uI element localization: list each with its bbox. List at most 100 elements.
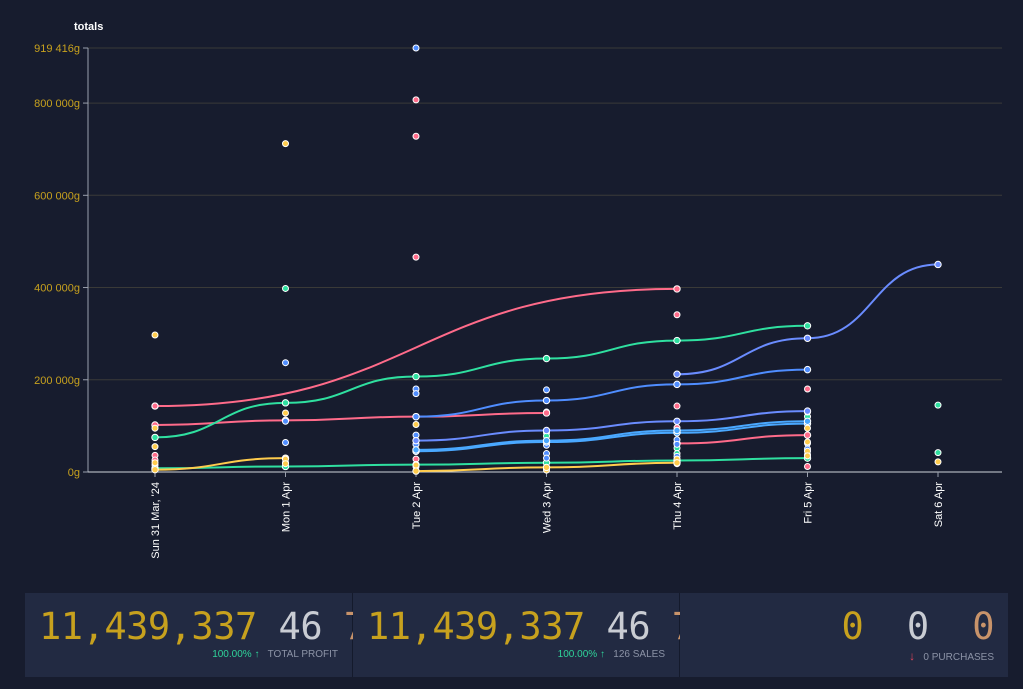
x-tick-label: Thu 4 Apr (672, 482, 684, 530)
data-point (673, 402, 681, 410)
series-point (542, 396, 551, 405)
series-line (415, 368, 808, 418)
series-point (673, 417, 681, 425)
sales-label: 126 SALES (613, 649, 665, 660)
series-point (673, 285, 681, 293)
y-tick-label: 600 000g (34, 190, 80, 202)
data-point (282, 409, 289, 417)
profit-silver: 46 (278, 605, 323, 648)
data-point (934, 458, 942, 466)
series-point (803, 431, 812, 439)
data-point (673, 311, 681, 319)
profit-subline: 100.00% ↑ TOTAL PROFIT (212, 649, 338, 660)
series-point (673, 426, 681, 435)
up-arrow-icon: ↑ (599, 649, 605, 660)
x-tick-label: Mon 1 Apr (281, 482, 293, 532)
data-point (543, 454, 550, 462)
profit-gold: 11,439,337 (39, 605, 257, 648)
data-point (282, 438, 289, 446)
totals-chart: totals 0g 200 000g 400 000g 600 000g 800 000g… (34, 21, 1002, 559)
data-point (151, 443, 159, 451)
data-point (151, 459, 159, 467)
data-point (282, 284, 289, 292)
series-point (934, 260, 942, 269)
data-point (282, 140, 289, 148)
data-point (282, 460, 289, 468)
series-point (542, 463, 551, 472)
y-tick-label: 0g (68, 467, 80, 479)
x-tick-label: Tue 2 Apr (411, 482, 423, 530)
series-point (803, 407, 812, 415)
series-line (415, 422, 808, 453)
y-tick-label: 800 000g (34, 98, 80, 110)
y-tick-label: 200 000g (34, 375, 80, 387)
purchases-subline: ↓ 0 PURCHASES (909, 649, 994, 663)
data-point (151, 331, 159, 339)
series-point (542, 426, 551, 435)
series-point (542, 436, 551, 445)
data-point (412, 96, 420, 104)
purchases-amount: 0 0 0 (842, 605, 995, 648)
x-tick-label: Sun 31 Mar, '24 (150, 482, 162, 559)
profit-amount: 11,439,337 46 7 (39, 607, 366, 647)
summary-cards: 11,439,337 46 7 100.00% ↑ TOTAL PROFIT 1… (25, 593, 1008, 677)
data-point (412, 390, 420, 398)
series-point (803, 334, 812, 342)
purchases-copper: 0 (972, 605, 994, 648)
series-point (673, 370, 681, 378)
series-point (412, 446, 420, 454)
sales-amount: 11,439,337 46 7 (367, 607, 694, 647)
data-point (804, 385, 811, 393)
data-point (282, 359, 289, 367)
up-arrow-icon: ↑ (254, 649, 260, 660)
series-line (415, 420, 808, 451)
series-point (412, 372, 420, 381)
data-point (151, 402, 159, 410)
series-point (673, 459, 681, 467)
sales-gold: 11,439,337 (367, 605, 585, 648)
sales-percent: 100.00% (557, 649, 598, 660)
data-point (934, 449, 942, 457)
series-line (415, 410, 808, 442)
profit-percent: 100.00% (212, 649, 252, 660)
purchases-label: 0 PURCHASES (923, 652, 994, 663)
series-line (154, 411, 547, 426)
y-tick-label: 400 000g (34, 283, 80, 295)
series-point (281, 399, 290, 407)
series-point (412, 436, 420, 445)
x-tick-label: Wed 3 Apr (542, 482, 554, 533)
series-line (154, 287, 678, 408)
series-point (673, 380, 681, 389)
profit-label: TOTAL PROFIT (267, 649, 338, 660)
data-point (412, 461, 420, 469)
series-point (803, 365, 812, 374)
x-tick-label: Fri 5 Apr (803, 482, 815, 524)
chart-title: totals (74, 21, 103, 33)
data-point (412, 253, 420, 261)
total-profit-card: 11,439,337 46 7 100.00% ↑ TOTAL PROFIT (25, 593, 366, 677)
data-point (804, 438, 811, 446)
data-point (282, 417, 289, 425)
series-point (412, 412, 420, 421)
purchases-card: 0 0 0 ↓ 0 PURCHASES (680, 593, 1008, 677)
x-tick-label: Sat 6 Apr (933, 482, 945, 528)
y-tick-label: 919 416g (34, 43, 80, 55)
data-point (934, 401, 942, 409)
data-point (804, 424, 811, 432)
series-point (542, 354, 551, 363)
data-point (804, 452, 811, 460)
data-point (412, 421, 420, 429)
series-point (542, 409, 551, 417)
series-point (151, 465, 159, 474)
series-point (803, 417, 812, 425)
series-point (412, 467, 420, 475)
data-point (412, 44, 420, 52)
series-point (151, 433, 159, 442)
data-point (151, 424, 159, 432)
series-line (154, 324, 808, 439)
series-line (154, 457, 286, 471)
sales-card: 11,439,337 46 7 100.00% ↑ 126 SALES (353, 593, 694, 677)
series-point (673, 336, 681, 345)
sales-silver: 46 (606, 605, 651, 648)
series-line (676, 263, 939, 376)
